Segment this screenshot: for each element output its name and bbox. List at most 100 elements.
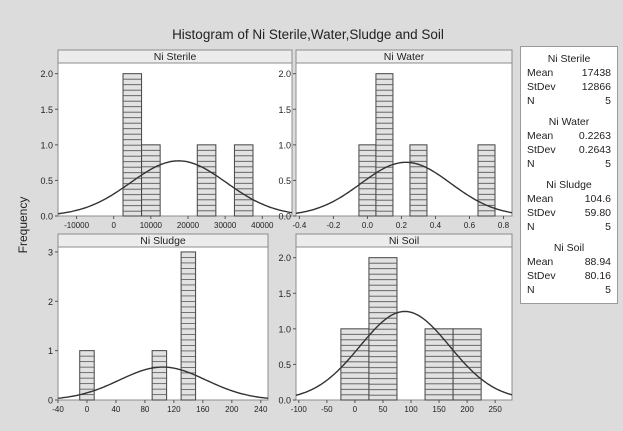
y-tick-label: 1.0	[278, 140, 291, 150]
x-tick-label: -0.4	[293, 221, 307, 230]
y-tick-label: 2	[48, 297, 53, 307]
x-tick-label: -10000	[64, 221, 89, 230]
y-axis-label: Frequency	[16, 197, 30, 254]
legend-stat-value: 0.2643	[578, 144, 611, 156]
legend-stat-value: 17438	[581, 67, 611, 79]
bar-ni-sterile-3	[233, 144, 254, 217]
bar-ni-water-0	[358, 144, 377, 217]
x-tick-label: 40000	[251, 221, 274, 230]
x-tick-label: -100	[291, 405, 308, 414]
panel-ni-water: Ni Water 0.0 0.5 1.0 1.5 2.0 -0.4 -0.2 0.0 0.2 0.4…	[278, 49, 513, 230]
fit-curve-ni-soil	[295, 310, 513, 396]
x-tick-label: 240	[254, 405, 268, 414]
y-tick-label: 1.5	[278, 105, 291, 115]
bar-ni-sludge-2	[180, 251, 197, 401]
y-tick-label: 0.5	[278, 360, 291, 370]
bar-body	[151, 350, 168, 401]
y-tick-label: 1.0	[278, 324, 291, 334]
bar-ni-sterile-1	[141, 144, 161, 217]
y-tick-label: 2.0	[40, 69, 53, 79]
statistics-legend: Ni Sterile Mean 17438 StDev 12866 N 5 Ni Water M…	[520, 46, 618, 304]
fit-curve-ni-water	[295, 161, 513, 214]
bar-body	[180, 251, 197, 401]
panel-header	[295, 233, 513, 248]
legend-title-ni-sludge: Ni Sludge	[546, 179, 592, 191]
legend-stat-value: 5	[605, 221, 611, 233]
x-tick-label: 0	[353, 405, 358, 414]
x-tick-label: 0	[111, 221, 116, 230]
y-tick-label: 0.0	[278, 212, 291, 222]
legend-stat-label: Mean	[527, 130, 554, 142]
y-tick-label: 3	[48, 247, 53, 257]
bar-ni-water-2	[409, 144, 428, 217]
bar-body	[452, 328, 482, 401]
legend-stat-label: StDev	[527, 81, 556, 93]
x-tick-label: 160	[196, 405, 210, 414]
legend-row-mean: Mean 88.94	[527, 256, 611, 269]
panel-title-ni-soil: Ni Soil	[389, 235, 419, 247]
x-tick-label: 150	[432, 405, 446, 414]
x-tick-label: 0	[85, 405, 90, 414]
panel-frame	[57, 49, 293, 217]
legend-title-ni-water: Ni Water	[548, 116, 590, 128]
panel-ni-soil: Ni Soil 0.0 0.5 1.0 1.5 2.0 -100 -50 0 50 100 150 20…	[278, 233, 513, 414]
legend-stat-value: 12866	[581, 81, 611, 93]
x-tick-label: 200	[225, 405, 239, 414]
legend-stat-label: N	[527, 95, 535, 107]
legend-stat-label: Mean	[527, 256, 554, 268]
y-tick-label: 0.5	[40, 176, 53, 186]
bar-ni-sludge-1	[151, 350, 168, 401]
panel-title-ni-sterile: Ni Sterile	[154, 51, 197, 63]
legend-row-mean: Mean 17438	[527, 67, 611, 80]
bar-ni-water-3	[477, 144, 496, 217]
legend-stat-label: N	[527, 284, 535, 296]
y-tick-label: 2.0	[278, 69, 291, 79]
x-tick-label: 200	[460, 405, 474, 414]
legend-title-ni-soil: Ni Soil	[553, 242, 585, 254]
y-tick-label: 0.0	[40, 212, 53, 222]
legend-stat-value: 0.2263	[578, 130, 611, 142]
panel-header	[295, 49, 513, 64]
legend-stat-label: N	[527, 158, 535, 170]
x-tick-label: -50	[321, 405, 333, 414]
legend-row-mean: Mean 0.2263	[527, 130, 611, 143]
x-tick-label: 10000	[140, 221, 163, 230]
bar-ni-sterile-0	[122, 73, 143, 217]
fit-curve-ni-sterile	[57, 160, 293, 215]
x-tick-label: 40	[111, 405, 120, 414]
legend-stat-value: 88.94	[584, 256, 611, 268]
legend-row-mean: Mean 104.6	[527, 193, 611, 206]
panel-header	[57, 233, 269, 248]
legend-row-stdev: StDev 59.80	[527, 207, 611, 220]
x-tick-label: 0.0	[362, 221, 374, 230]
legend-stat-label: StDev	[527, 270, 556, 282]
legend-row-stdev: StDev 12866	[527, 81, 611, 94]
bar-ni-sludge-0	[79, 350, 95, 401]
legend-row-stdev: StDev 0.2643	[527, 144, 611, 157]
legend-stat-label: Mean	[527, 193, 554, 205]
y-tick-label: 1	[48, 346, 53, 356]
x-tick-label: -40	[52, 405, 64, 414]
bar-body	[233, 144, 254, 217]
y-tick-label: 0	[48, 396, 53, 406]
panel-header	[57, 49, 293, 64]
panel-title-ni-sludge: Ni Sludge	[140, 235, 186, 247]
x-tick-label: 0.2	[396, 221, 408, 230]
bar-ni-water-1	[375, 73, 394, 217]
bar-ni-soil-2	[424, 328, 454, 401]
x-tick-label: 80	[140, 405, 149, 414]
panel-frame	[295, 49, 513, 217]
x-tick-label: 250	[488, 405, 502, 414]
legend-stat-label: StDev	[527, 207, 556, 219]
x-tick-label: 100	[404, 405, 418, 414]
y-tick-label: 2.0	[278, 253, 291, 263]
y-tick-label: 0.0	[278, 396, 291, 406]
y-tick-label: 1.5	[278, 289, 291, 299]
bar-body	[477, 144, 496, 217]
x-tick-label: 0.6	[464, 221, 476, 230]
